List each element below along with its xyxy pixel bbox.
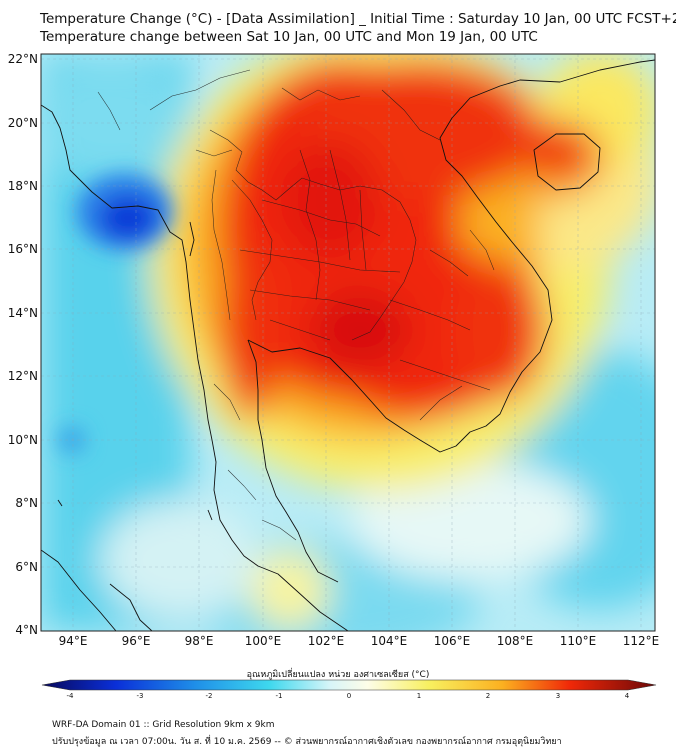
map-subtitle: Temperature change between Sat 10 Jan, 0… (40, 29, 538, 45)
colorbar-tick-2: 2 (485, 692, 491, 700)
lon-label-108e: 108°E (496, 634, 534, 648)
colorbar-tick-1: 1 (416, 692, 422, 700)
colorbar-tick-4: 4 (624, 692, 630, 700)
lat-label-16n: 16°N (7, 242, 38, 256)
lat-label-4n: 4°N (15, 623, 38, 637)
colorbar-tick-minus3: -3 (136, 692, 144, 700)
colorbar-tick-minus4: -4 (66, 692, 74, 700)
lon-label-98e: 98°E (184, 634, 214, 648)
lat-label-10n: 10°N (7, 433, 38, 447)
footer-model-info: WRF-DA Domain 01 :: Grid Resolution 9km … (52, 720, 275, 730)
lat-label-18n: 18°N (7, 179, 38, 193)
lat-label-8n: 8°N (15, 496, 38, 510)
colorbar-tick-0: 0 (346, 692, 352, 700)
temperature-field (41, 54, 655, 631)
lat-label-20n: 20°N (7, 116, 38, 130)
gridlines (41, 54, 655, 631)
lon-label-112e: 112°E (622, 634, 660, 648)
lat-label-12n: 12°N (7, 369, 38, 383)
map-title: Temperature Change (°C) - [Data Assimila… (40, 11, 676, 27)
coastlines (41, 59, 655, 631)
lat-label-14n: 14°N (7, 306, 38, 320)
lon-label-104e: 104°E (370, 634, 408, 648)
lon-label-96e: 96°E (121, 634, 151, 648)
lon-label-106e: 106°E (433, 634, 471, 648)
lat-label-22n: 22°N (7, 52, 38, 66)
colorbar (41, 679, 657, 691)
province-borders (97, 69, 495, 541)
footer-credit: ปรับปรุงข้อมูล ณ เวลา 07:00น. วัน ส. ที่… (52, 737, 562, 747)
colorbar-tick-3: 3 (555, 692, 561, 700)
colorbar-tick-minus2: -2 (205, 692, 213, 700)
lat-label-6n: 6°N (15, 560, 38, 574)
colorbar-title: อุณหภูมิเปลี่ยนแปลง หน่วย องศาเซลเซียส (… (246, 670, 430, 680)
lon-label-110e: 110°E (559, 634, 597, 648)
lon-label-100e: 100°E (244, 634, 282, 648)
colorbar-tick-minus1: -1 (275, 692, 283, 700)
lon-label-94e: 94°E (58, 634, 88, 648)
lon-label-102e: 102°E (307, 634, 345, 648)
